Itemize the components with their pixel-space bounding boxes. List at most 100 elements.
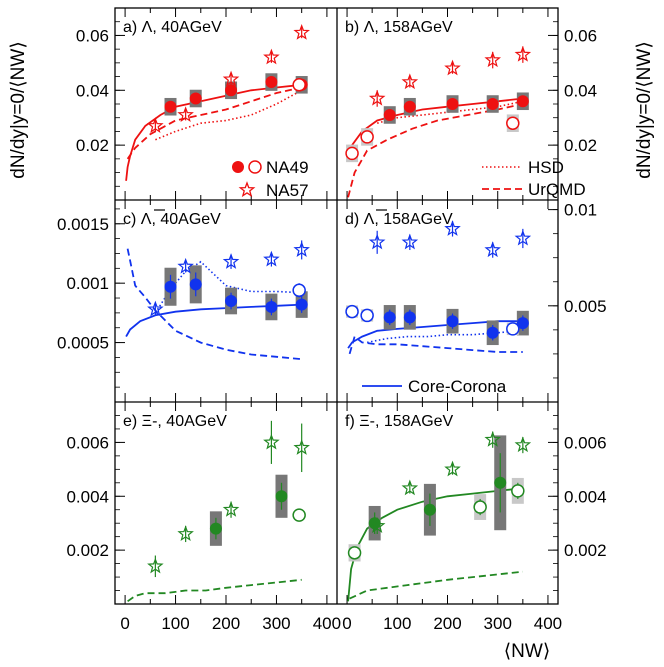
legend-na49-open-marker <box>248 160 262 174</box>
open-point <box>511 484 525 498</box>
na57-point <box>263 433 280 450</box>
na49-point <box>383 311 396 324</box>
legend-hsd-label: HSD <box>528 158 564 177</box>
legend-na57-label: NA57 <box>266 181 309 200</box>
y-tick-label: 0.005 <box>564 297 607 316</box>
na57-point <box>444 460 461 477</box>
na49-point <box>403 311 416 324</box>
y-tick-label: 0.01 <box>564 201 597 220</box>
open-point <box>292 508 306 522</box>
open-point <box>360 308 374 323</box>
na57-point <box>293 241 310 257</box>
y-tick-label: 0.06 <box>76 26 109 45</box>
na49-point <box>265 76 278 89</box>
na49-point <box>516 317 529 330</box>
legend-core-corona-label: Core-Corona <box>408 377 507 396</box>
x-axis-title: ⟨NW⟩ <box>504 641 550 662</box>
open-point <box>347 546 362 560</box>
na57-point <box>368 517 386 533</box>
y-tick-label: 0.02 <box>76 136 109 155</box>
x-tick-label: 300 <box>262 614 290 633</box>
x-tick-label: 200 <box>433 614 461 633</box>
na49-point <box>265 300 278 313</box>
panel-b: 0.02 0.04 0.06 b) Λ, 158AGeV <box>345 7 597 201</box>
na57-point <box>514 229 532 246</box>
na49-point <box>225 84 238 97</box>
open-point <box>292 283 306 298</box>
open-point <box>292 78 306 92</box>
legend-na49-label: NA49 <box>266 158 309 177</box>
x-tick-label: 0 <box>120 614 129 633</box>
series-urqmd-line <box>349 570 523 600</box>
na49-point <box>189 92 202 105</box>
y-tick-label: 0.004 <box>564 487 607 506</box>
na49-point <box>403 100 416 113</box>
na57-point <box>293 439 310 455</box>
na57-point <box>147 300 164 317</box>
y-tick-label: 0.002 <box>564 541 607 560</box>
na49-point <box>446 98 459 110</box>
na57-point <box>222 501 240 517</box>
x-tick-label: 400 <box>534 614 562 633</box>
na57-point <box>263 48 280 65</box>
na49-point <box>164 280 177 293</box>
panel-e-plot <box>127 420 310 603</box>
y-tick-label: 0.06 <box>564 26 597 45</box>
panel-e: 0.002 0.004 0.006 0 100 200 300 400 e) Ξ-, 40AGe… <box>66 402 341 633</box>
open-point <box>473 500 487 514</box>
na49-point <box>486 326 499 339</box>
na49-point <box>494 476 507 489</box>
plot-layers: 0.02 0.04 0.06 a) Λ, 40AGeV 0.02 0.04 0.06 b) Λ… <box>57 7 607 633</box>
series-core-corona-line <box>125 303 302 338</box>
x-tick-label: 100 <box>161 614 189 633</box>
na57-point <box>514 436 532 453</box>
na49-point <box>383 108 396 121</box>
x-tick-label: 200 <box>212 614 240 633</box>
legend: NA49 NA57 HSD UrQMD Core-Corona <box>232 158 586 396</box>
na49-point <box>295 298 308 311</box>
y-tick-label: 0.02 <box>564 136 597 155</box>
y-tick-label: 0.006 <box>564 433 607 452</box>
na57-point <box>147 557 164 574</box>
na57-point <box>177 525 194 542</box>
na57-point <box>484 51 501 68</box>
na57-point <box>368 233 386 250</box>
panel-d: 0.005 0.01 d) Λ, 158AGeV <box>345 200 607 403</box>
na57-point <box>514 45 532 62</box>
legend-na57-star-marker <box>238 181 256 198</box>
legend-na49-filled-marker <box>232 161 244 173</box>
y-tick-label: 0.0005 <box>57 334 109 353</box>
panel-b-title: b) Λ, 158AGeV <box>345 19 453 36</box>
y-tick-label: 0.002 <box>66 541 109 560</box>
na57-point <box>293 23 310 40</box>
na57-point <box>484 241 501 258</box>
panel-f: 0.002 0.004 0.006 0 100 200 300 400 f) Ξ-, 158AG… <box>342 402 607 633</box>
na49-point <box>164 100 177 113</box>
y-tick-label: 0.004 <box>66 487 109 506</box>
na57-point <box>368 89 386 106</box>
panel-b-plot <box>345 45 532 198</box>
panel-a: 0.02 0.04 0.06 a) Λ, 40AGeV <box>76 7 328 201</box>
x-tick-label: 400 <box>313 614 341 633</box>
na57-point <box>444 220 461 236</box>
series-urqmd-line <box>347 103 523 198</box>
na49-point <box>225 295 238 307</box>
open-point <box>360 130 374 144</box>
x-tick-label: 300 <box>484 614 512 633</box>
series-urqmd-line <box>127 578 302 603</box>
y-tick-label: 0.001 <box>66 274 109 293</box>
legend-urqmd-label: UrQMD <box>528 180 586 199</box>
na57-point <box>263 250 280 267</box>
panel-a-title: a) Λ, 40AGeV <box>123 19 222 36</box>
panel-c-plot <box>125 240 310 361</box>
na49-point <box>516 95 529 108</box>
open-point <box>345 146 359 161</box>
series-urqmd-line <box>126 86 302 160</box>
panel-d-plot <box>345 220 532 355</box>
y-axis-title-left: dN/dy|y=0/⟨NW⟩ <box>8 41 29 179</box>
na49-point <box>423 503 436 516</box>
na57-point <box>222 253 240 269</box>
y-tick-label: 0.006 <box>66 433 109 452</box>
na49-point <box>275 490 288 503</box>
